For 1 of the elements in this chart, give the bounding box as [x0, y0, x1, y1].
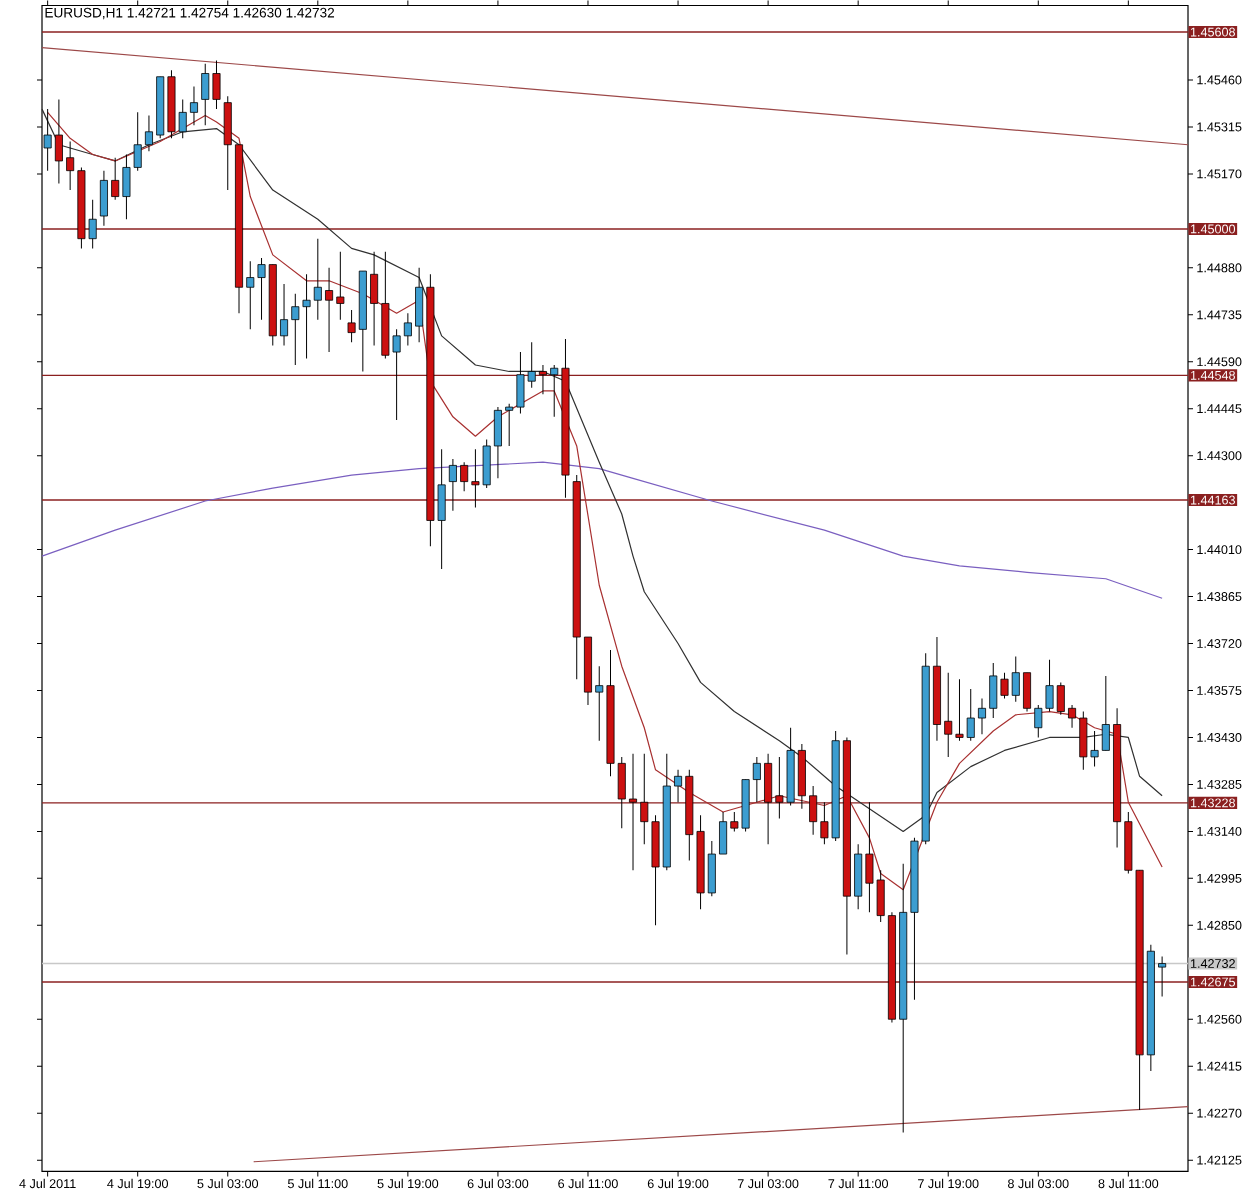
line-series: [41, 461, 1163, 600]
